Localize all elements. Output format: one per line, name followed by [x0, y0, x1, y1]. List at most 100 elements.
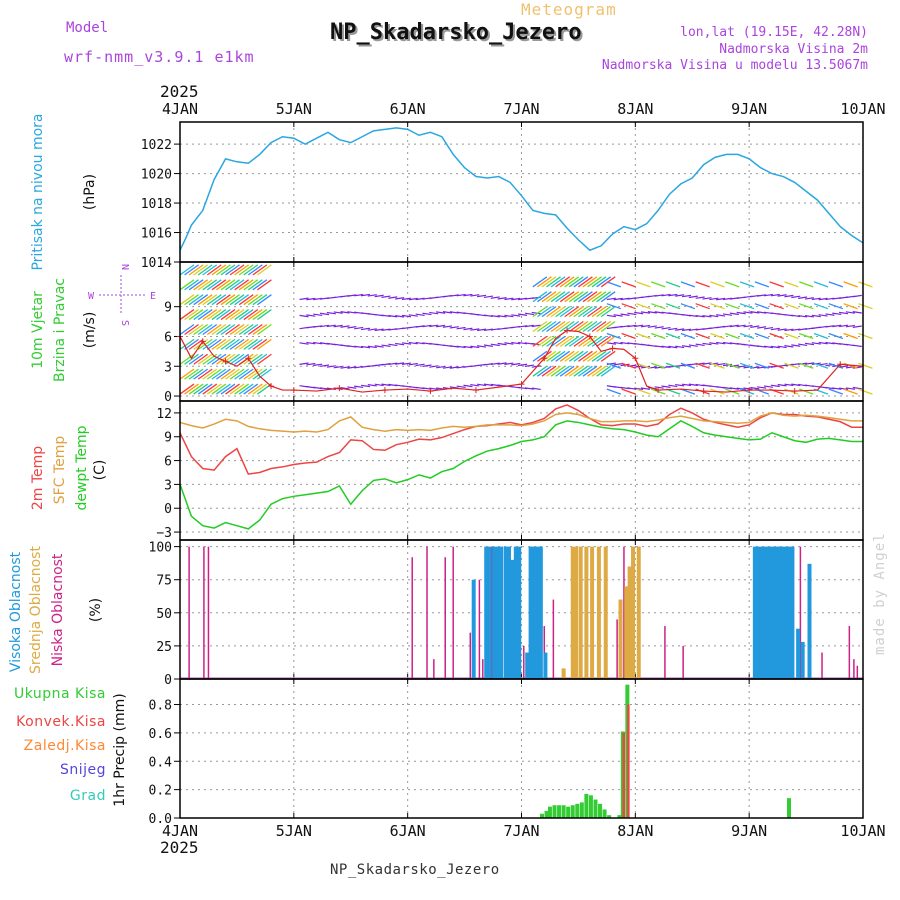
- ytick-label: 1020: [141, 168, 172, 183]
- cloud-bar-1: [578, 546, 583, 679]
- wind-arrow: [559, 335, 575, 347]
- wind-arrow: [839, 311, 849, 315]
- year-top: 2025: [160, 82, 199, 101]
- wind-speed-marker: [290, 387, 297, 394]
- wind-arrow: [688, 383, 698, 387]
- wind-arrow: [202, 294, 218, 306]
- wind-arrow: [843, 303, 858, 310]
- wind-arrow: [532, 365, 548, 377]
- cloud-bar-2: [506, 546, 511, 679]
- wind-arrow: [587, 365, 602, 377]
- day-label-bottom: 5JAN: [276, 822, 312, 840]
- wind-arrow: [555, 306, 571, 318]
- wind-arrow: [247, 309, 263, 321]
- cloud-bar-2: [532, 546, 537, 679]
- wind-arrow: [517, 363, 528, 367]
- cloud-bar-0: [469, 632, 472, 679]
- wind-arrow: [591, 306, 607, 318]
- wind-arrow: [647, 311, 657, 314]
- wind-arrow: [456, 293, 466, 297]
- wind-arrow: [188, 323, 204, 336]
- wind-arrow: [665, 332, 681, 340]
- cloud-bar-2: [780, 546, 785, 679]
- wind-arrow: [555, 365, 571, 377]
- wind-speed-marker: [222, 358, 229, 365]
- wind-arrow: [193, 323, 209, 336]
- wind-arrow: [757, 294, 767, 297]
- wind-arrow: [179, 368, 195, 380]
- wind-arrow: [193, 353, 209, 365]
- wind-arrow: [555, 350, 571, 362]
- day-label-top: 5JAN: [276, 100, 312, 118]
- precip-bar-0: [566, 806, 571, 818]
- meteogram-label: Meteogram: [521, 0, 617, 19]
- cloud-bar-0: [552, 599, 555, 679]
- wind-arrow: [541, 291, 557, 303]
- wind-arrow: [828, 388, 844, 395]
- wind-arrow: [429, 365, 439, 368]
- cloud-bar-0: [682, 645, 684, 679]
- cloud-bar-0: [478, 579, 481, 679]
- wind-arrow: [184, 294, 199, 306]
- wind-arrow: [477, 294, 487, 298]
- ytick-label: 100: [149, 541, 172, 556]
- wind-arrow: [179, 294, 195, 306]
- wind-arrow: [546, 365, 561, 377]
- cloud-bar-2: [769, 546, 774, 679]
- wind-arrow: [225, 264, 240, 276]
- precip-bar-0: [547, 806, 552, 818]
- wind-arrow: [211, 383, 227, 395]
- precip-bar-0: [579, 802, 584, 818]
- cloud-bar-2: [471, 579, 476, 679]
- wind-arrow: [179, 264, 195, 276]
- wind-arrow: [532, 276, 548, 288]
- wind-arrow: [573, 291, 589, 303]
- wind-arrow: [188, 353, 204, 365]
- wind-arrow: [559, 306, 575, 318]
- wind-arrow: [247, 338, 263, 350]
- wind-arrow: [463, 345, 473, 349]
- cloud-bar-0: [848, 626, 851, 679]
- wind-arrow: [354, 345, 364, 349]
- wind-arrow: [661, 385, 671, 388]
- wind-arrow: [636, 332, 651, 340]
- wind-arrow: [621, 281, 636, 288]
- ytick-label: 0.0: [149, 812, 172, 827]
- wind-arrow: [828, 281, 844, 288]
- wind-arrow: [243, 353, 259, 365]
- wind-speed-marker: [472, 387, 479, 394]
- wind-arrow: [188, 368, 204, 380]
- wind-arrow: [600, 306, 616, 318]
- wind-arrow: [754, 303, 770, 310]
- wind-arrow: [537, 320, 552, 333]
- wind-arrow: [216, 279, 231, 291]
- cloud-bar-2: [525, 652, 530, 679]
- wind-arrow: [725, 362, 740, 369]
- wind-arrow: [234, 279, 250, 291]
- wind-arrow: [555, 335, 571, 347]
- wind-arrow: [784, 362, 799, 369]
- precip-bar-0: [598, 803, 603, 818]
- wind-arrow: [568, 276, 584, 288]
- wind-arrow: [238, 279, 254, 291]
- wind-arrow: [606, 281, 622, 288]
- wind-arrow: [188, 309, 204, 321]
- wind-arrow: [436, 311, 446, 314]
- wind-arrow: [306, 341, 316, 345]
- wind-arrow: [555, 291, 571, 303]
- wind-arrow: [845, 387, 856, 390]
- wind-arrow: [234, 294, 250, 306]
- panel-frame: [179, 261, 864, 402]
- ylabel-low-cloud: Niska Oblacnost: [50, 553, 66, 666]
- cloud-bar-0: [426, 546, 428, 679]
- wind-arrow: [550, 365, 566, 377]
- wind-arrow: [600, 291, 616, 303]
- wind-arrow: [184, 309, 199, 321]
- wind-arrow: [511, 341, 521, 345]
- wind-arrow: [541, 306, 557, 318]
- wind-arrow: [784, 303, 799, 310]
- wind-speed-marker: [700, 388, 707, 395]
- wind-arrow: [763, 293, 774, 297]
- wind-arrow: [401, 297, 412, 301]
- wind-arrow: [613, 297, 623, 301]
